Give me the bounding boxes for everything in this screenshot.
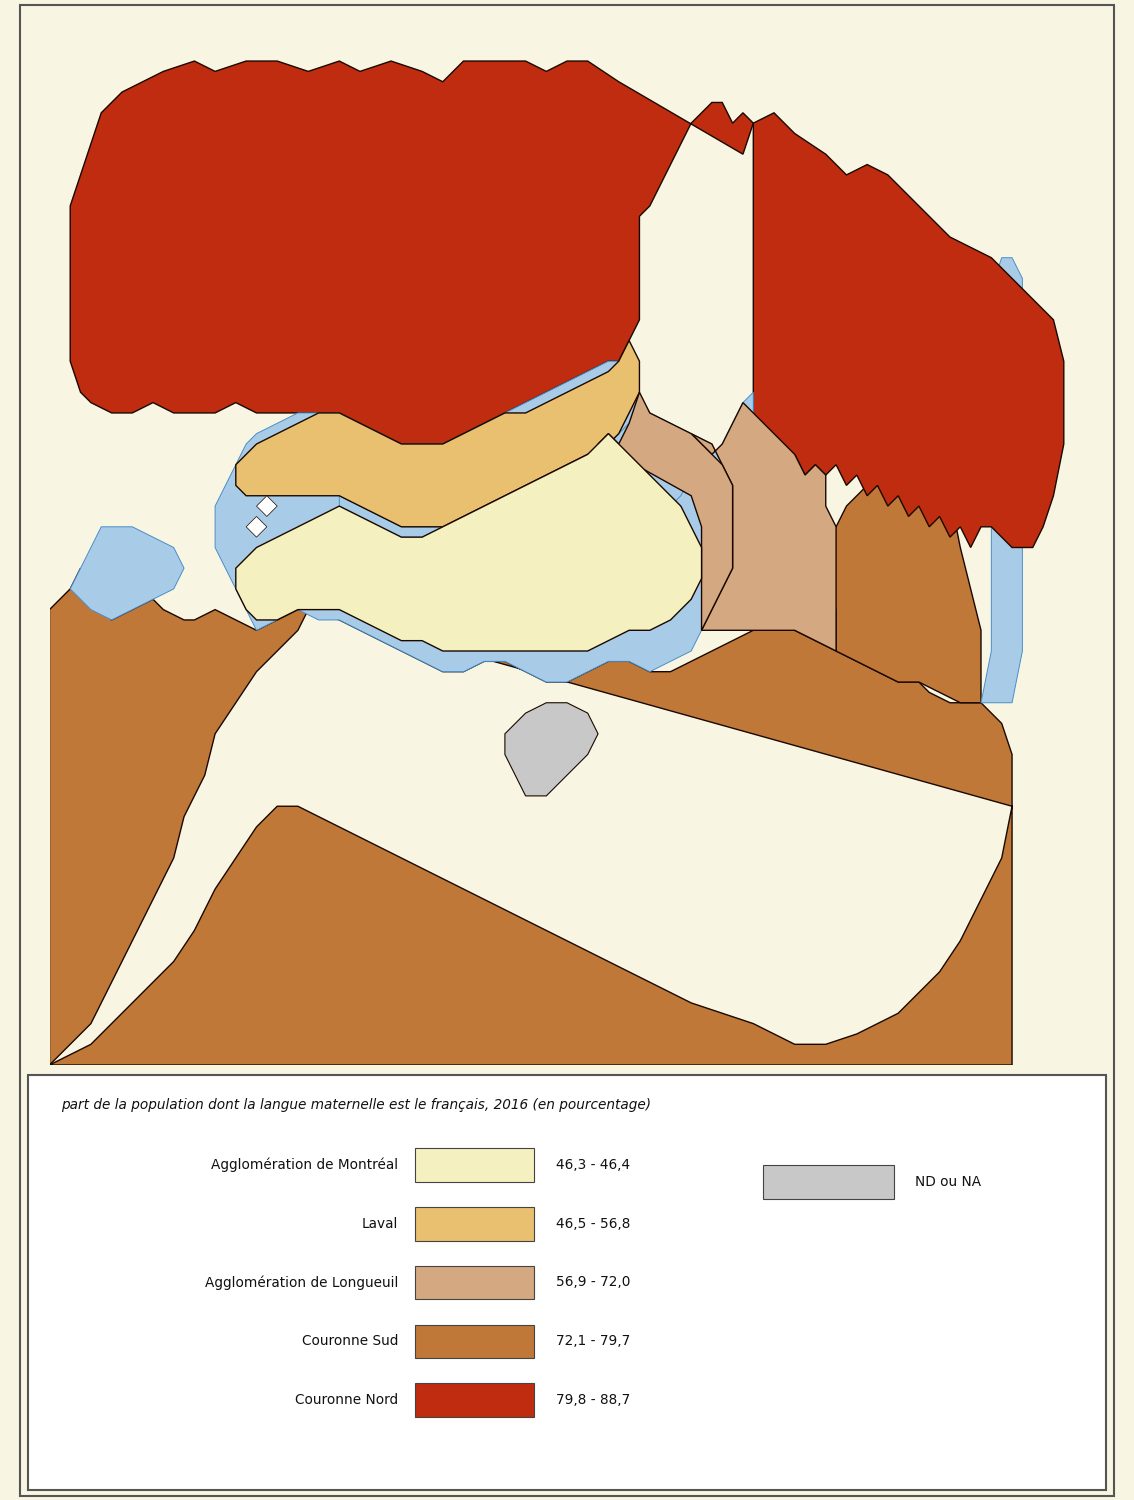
Polygon shape xyxy=(339,413,692,548)
Text: part de la population dont la langue maternelle est le français, 2016 (en pource: part de la population dont la langue mat… xyxy=(61,1098,651,1112)
Text: Laval: Laval xyxy=(362,1216,398,1230)
Text: 79,8 - 88,7: 79,8 - 88,7 xyxy=(556,1394,631,1407)
Polygon shape xyxy=(215,362,733,682)
Text: Agglomération de Montréal: Agglomération de Montréal xyxy=(211,1158,398,1172)
Text: Couronne Nord: Couronne Nord xyxy=(295,1394,398,1407)
FancyBboxPatch shape xyxy=(763,1166,894,1198)
Polygon shape xyxy=(981,258,1023,702)
Text: 46,3 - 46,4: 46,3 - 46,4 xyxy=(556,1158,631,1172)
FancyBboxPatch shape xyxy=(28,1074,1106,1491)
Polygon shape xyxy=(236,433,702,651)
Polygon shape xyxy=(598,393,733,630)
Polygon shape xyxy=(256,495,277,516)
Text: Couronne Sud: Couronne Sud xyxy=(302,1335,398,1348)
Polygon shape xyxy=(712,393,753,630)
Text: 56,9 - 72,0: 56,9 - 72,0 xyxy=(556,1275,631,1290)
FancyBboxPatch shape xyxy=(415,1266,534,1299)
Polygon shape xyxy=(505,702,598,796)
Polygon shape xyxy=(70,62,753,444)
FancyBboxPatch shape xyxy=(415,1383,534,1417)
FancyBboxPatch shape xyxy=(415,1324,534,1358)
Polygon shape xyxy=(692,402,836,651)
Polygon shape xyxy=(236,340,640,526)
FancyBboxPatch shape xyxy=(415,1208,534,1240)
FancyBboxPatch shape xyxy=(415,1148,534,1182)
Polygon shape xyxy=(246,516,266,537)
Polygon shape xyxy=(826,413,981,702)
Polygon shape xyxy=(50,568,308,1065)
Text: 46,5 - 56,8: 46,5 - 56,8 xyxy=(556,1216,631,1230)
Polygon shape xyxy=(70,526,184,620)
Text: 72,1 - 79,7: 72,1 - 79,7 xyxy=(556,1335,631,1348)
Polygon shape xyxy=(753,112,1064,548)
Text: Agglomération de Longueuil: Agglomération de Longueuil xyxy=(205,1275,398,1290)
Text: ND ou NA: ND ou NA xyxy=(915,1174,982,1188)
Polygon shape xyxy=(50,609,1012,1065)
